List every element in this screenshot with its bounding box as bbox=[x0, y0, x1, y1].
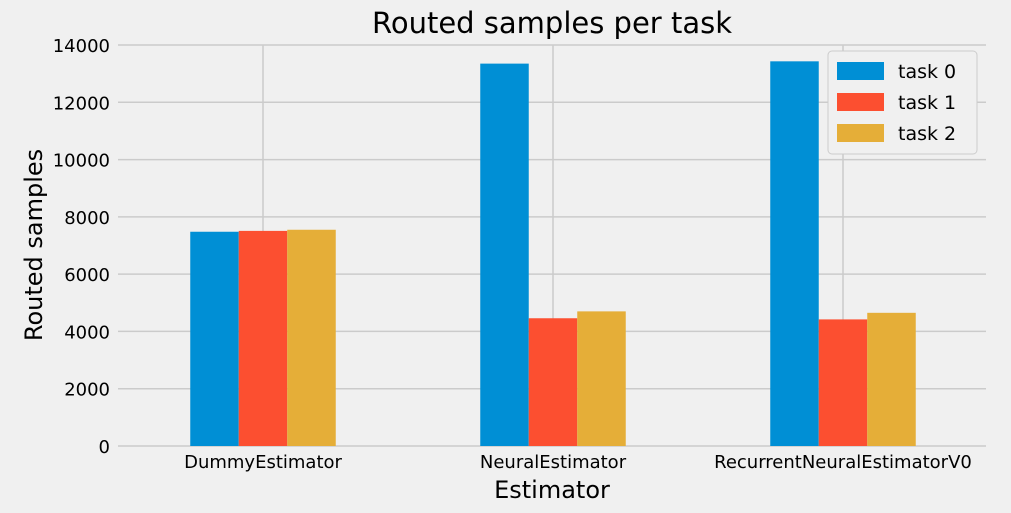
x-axis-label: Estimator bbox=[494, 476, 610, 504]
y-tick-label: 6000 bbox=[64, 265, 110, 286]
legend-swatch bbox=[837, 62, 884, 80]
bar-task-1-DummyEstimator bbox=[238, 230, 288, 446]
x-tick-labels: DummyEstimator NeuralEstimator RecurrentNe… bbox=[184, 452, 972, 473]
legend-swatch bbox=[837, 124, 884, 142]
y-tick-label: 14000 bbox=[53, 36, 110, 57]
bar-task-2-NeuralEstimator bbox=[577, 311, 626, 446]
bar-task-1-RecurrentNeuralEstimatorV0 bbox=[818, 319, 868, 446]
y-tick-labels: 0 2000 4000 6000 8000 10000 12000 14000 bbox=[53, 36, 110, 458]
legend-swatch bbox=[837, 93, 884, 111]
y-tick-label: 4000 bbox=[64, 322, 110, 343]
bar-task-2-RecurrentNeuralEstimatorV0 bbox=[867, 312, 916, 446]
x-tick-label: RecurrentNeuralEstimatorV0 bbox=[714, 452, 972, 473]
bar-task-0-NeuralEstimator bbox=[480, 63, 529, 446]
bar-task-0-RecurrentNeuralEstimatorV0 bbox=[770, 61, 819, 447]
bar-task-0-DummyEstimator bbox=[190, 231, 239, 446]
bar-task-1-NeuralEstimator bbox=[528, 318, 578, 446]
bar-task-2-DummyEstimator bbox=[287, 229, 336, 446]
y-tick-label: 2000 bbox=[64, 380, 110, 401]
y-tick-label: 10000 bbox=[53, 151, 110, 172]
x-tick-label: DummyEstimator bbox=[184, 452, 342, 473]
legend: task 0 task 1 task 2 bbox=[827, 50, 978, 155]
y-tick-label: 12000 bbox=[53, 93, 110, 114]
bars bbox=[190, 61, 916, 447]
y-tick-label: 0 bbox=[99, 437, 110, 458]
y-axis-label: Routed samples bbox=[20, 149, 48, 341]
chart-title: Routed samples per task bbox=[372, 6, 732, 40]
legend-label: task 2 bbox=[898, 123, 956, 145]
legend-label: task 0 bbox=[898, 61, 956, 83]
legend-label: task 1 bbox=[898, 92, 956, 114]
y-tick-label: 8000 bbox=[64, 208, 110, 229]
x-tick-label: NeuralEstimator bbox=[480, 452, 627, 473]
